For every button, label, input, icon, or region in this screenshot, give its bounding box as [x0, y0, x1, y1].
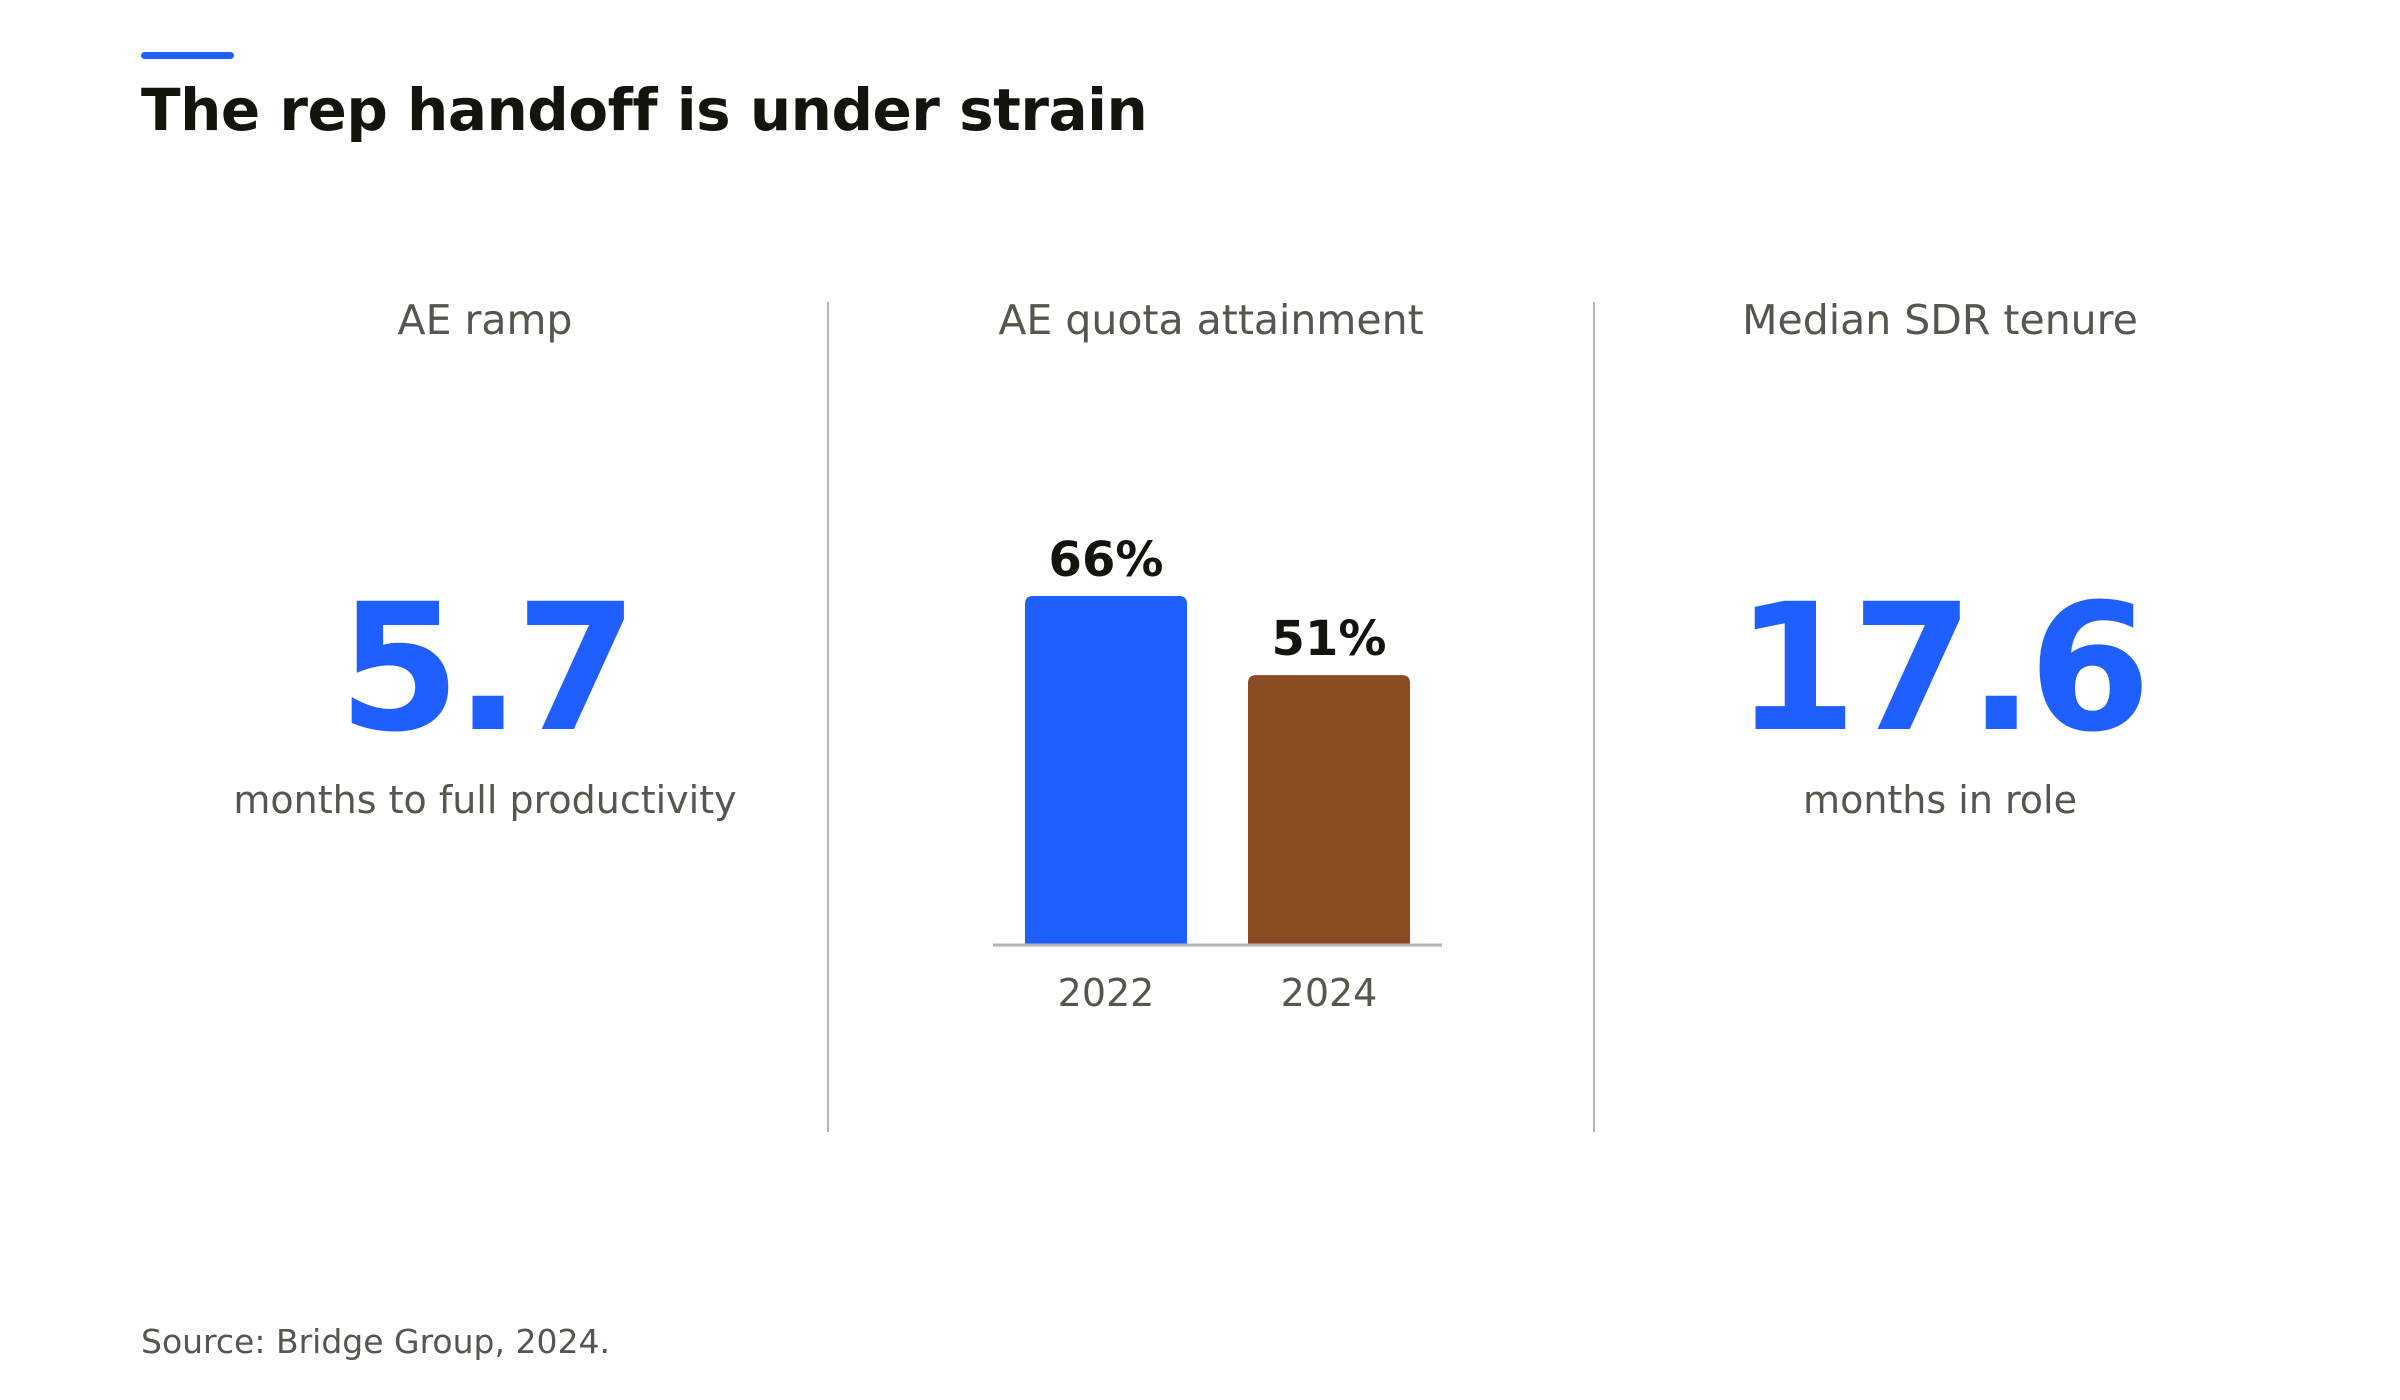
quota-attainment-chart: 66% 2022 51% 2024 — [993, 532, 1442, 1015]
panel-divider-right — [1593, 302, 1595, 1132]
ae-ramp-panel: AE ramp 5.7 months to full productivity — [0, 296, 828, 1134]
quota-attainment-panel: AE quota attainment 66% 2022 51% 2024 — [828, 296, 1594, 1134]
sdr-tenure-caption: months in role — [1803, 778, 2077, 822]
bar-value-label-2022: 66% — [1049, 532, 1164, 588]
bar-value-label-2024: 51% — [1272, 611, 1387, 667]
source-note: Source: Bridge Group, 2024. — [141, 1322, 610, 1361]
title-accent-bar — [141, 52, 234, 59]
x-tick-label-2022: 2022 — [1058, 971, 1155, 1015]
panel-divider-left — [827, 302, 829, 1132]
bar-2024 — [1248, 675, 1410, 944]
x-tick-label-2024: 2024 — [1281, 971, 1378, 1015]
quota-attainment-heading: AE quota attainment — [998, 296, 1424, 344]
sdr-tenure-panel: Median SDR tenure 17.6 months in role — [1594, 296, 2400, 1134]
ae-ramp-heading: AE ramp — [397, 296, 573, 344]
sdr-tenure-value: 17.6 — [1734, 566, 2151, 771]
slide-title: The rep handoff is under strain — [141, 76, 1148, 144]
ae-ramp-value: 5.7 — [338, 566, 638, 771]
ae-ramp-caption: months to full productivity — [233, 778, 737, 822]
bar-2022 — [1025, 596, 1187, 944]
sdr-tenure-heading: Median SDR tenure — [1742, 296, 2138, 344]
